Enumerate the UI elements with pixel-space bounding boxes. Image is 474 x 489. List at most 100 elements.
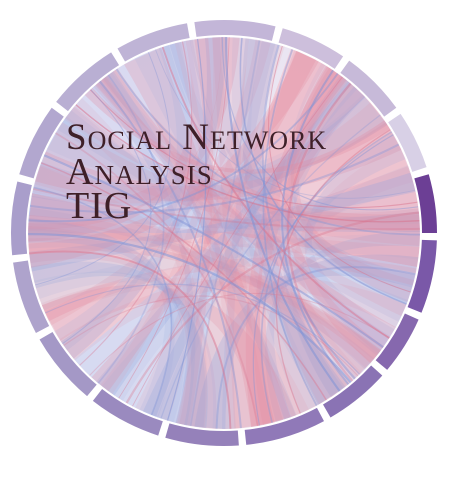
chord-line [125, 211, 420, 404]
chord-line [160, 114, 381, 419]
chord-ribbon [28, 193, 382, 380]
chord-ribbon [34, 122, 402, 202]
chord-ribbon [28, 195, 420, 233]
logo-title-line-1: Social Network [66, 117, 328, 158]
ring-segment [340, 60, 397, 117]
ring-segment [388, 113, 427, 172]
chord-line [221, 37, 419, 211]
chord-ribbon [194, 254, 419, 429]
chord-ribbon [221, 40, 276, 429]
chord-ribbon [64, 97, 207, 429]
chord-ribbon [212, 37, 272, 429]
ring-segment [56, 52, 120, 112]
chord-ribbon [103, 71, 297, 420]
chord-ribbon [54, 41, 191, 351]
chord-ribbon [101, 165, 416, 401]
ring-segment [244, 407, 324, 445]
chord-line [189, 40, 261, 427]
chord-line [225, 37, 341, 392]
chord-ribbon [92, 80, 196, 426]
outer-ring [11, 20, 437, 446]
chord-line [89, 293, 390, 376]
chord-ribbon [34, 166, 309, 417]
chord-line [28, 72, 339, 223]
chord-ribbon [282, 86, 366, 398]
chord-line [286, 82, 354, 382]
chord-line [54, 132, 259, 427]
chord-ribbon [30, 261, 208, 429]
chord-ribbon [123, 47, 291, 428]
chord-ribbon [290, 145, 414, 398]
chord-ribbon [41, 256, 417, 322]
chord-line [28, 250, 232, 429]
ring-segment [165, 423, 239, 446]
sector-wedge [73, 233, 224, 427]
sector-wedge [189, 37, 292, 234]
chord-ribbon [31, 96, 388, 206]
ring-segment [414, 174, 437, 233]
chord-ribbon [142, 75, 352, 417]
chord-ribbon [59, 275, 407, 361]
ring-segment [323, 365, 383, 418]
chord-ribbons [28, 37, 420, 429]
chord-ribbon [95, 69, 396, 349]
chord-ribbon [93, 75, 372, 375]
chord-line [33, 186, 173, 416]
ring-segment [117, 23, 190, 62]
chord-ribbon [91, 50, 317, 392]
chord-line [155, 49, 416, 199]
chord-line [43, 154, 384, 349]
chord-ribbon [101, 68, 420, 232]
ring-segment [11, 181, 32, 256]
chord-ribbon [28, 225, 217, 429]
ring-segment [194, 20, 276, 41]
chord-line [29, 143, 400, 214]
chord-ribbon [135, 38, 285, 421]
chord-ribbon [28, 207, 375, 370]
chord-ribbon [253, 82, 365, 426]
chord-line [44, 283, 361, 375]
chord-line [215, 266, 416, 429]
sector-wedge [28, 233, 224, 359]
chord-ribbon [175, 37, 214, 426]
chord-ribbon [100, 37, 228, 395]
chord-ribbon [28, 238, 381, 363]
chord-ribbon [41, 277, 379, 369]
chord-ribbon [28, 214, 420, 274]
chord-line [166, 38, 207, 421]
chord-ribbon [65, 106, 420, 230]
chord-ribbon [245, 66, 347, 428]
chord-line [75, 104, 420, 223]
ring-segment [19, 107, 64, 179]
sector-wedge [224, 233, 418, 384]
chord-line [89, 89, 418, 209]
chord-ribbon [265, 230, 420, 422]
chord-ribbon [35, 233, 420, 311]
chord-line [61, 88, 152, 345]
chord-line [28, 233, 352, 384]
chord-ribbon [97, 72, 416, 293]
chord-ribbon [28, 37, 222, 230]
chord-line [252, 134, 394, 426]
chord-line [261, 44, 356, 380]
chord-line [97, 74, 165, 384]
chord-ribbon [287, 62, 413, 303]
sector-wedge [28, 107, 224, 233]
chord-ribbon [241, 38, 346, 405]
ring-segment [39, 332, 97, 397]
chord-ribbon [32, 102, 388, 204]
chord-ribbon [46, 94, 387, 186]
chord-line [34, 52, 171, 286]
chord-ribbon [304, 132, 406, 354]
chord-ribbon [169, 39, 391, 356]
chord-line [79, 41, 193, 366]
chord-line [118, 37, 230, 399]
chord-line [63, 295, 359, 377]
sector-wedge [73, 39, 224, 234]
chord-ribbon [231, 37, 326, 414]
chord-ribbon [41, 284, 296, 427]
chord-ribbon [28, 51, 319, 268]
chord-ribbon [29, 252, 206, 428]
chord-ribbon [28, 228, 175, 418]
chord-ribbon [33, 271, 232, 429]
